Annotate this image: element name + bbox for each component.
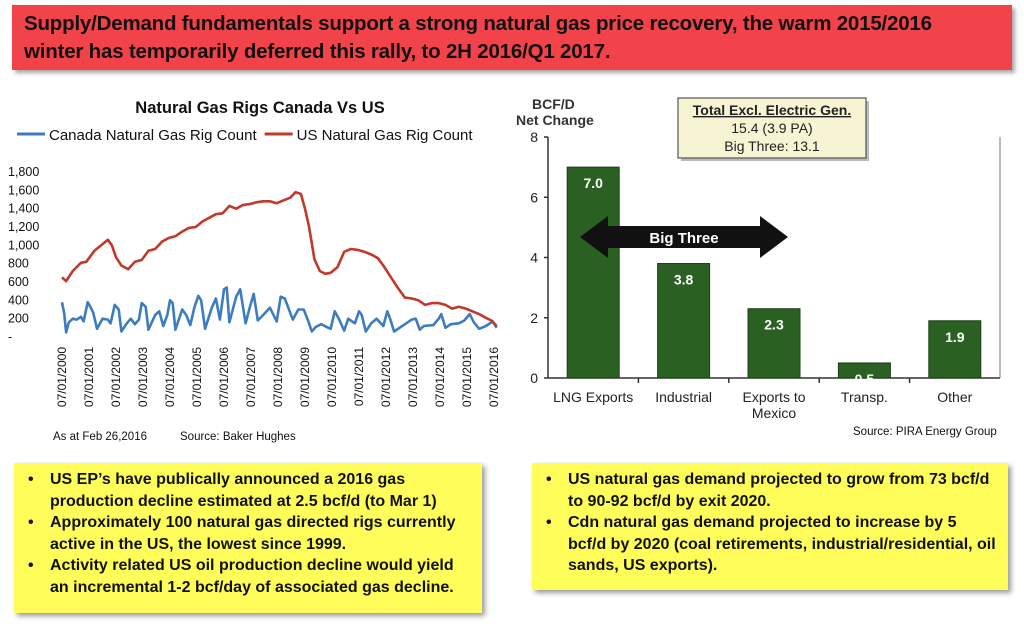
y-tick-label: 0 (530, 370, 538, 386)
note-bullet: Activity related US oil production decli… (24, 555, 472, 598)
y-tick-label: 400 (8, 293, 29, 307)
bar-value-label: 3.8 (674, 272, 694, 288)
x-category-label: Other (937, 389, 972, 405)
canada-series-line (60, 286, 498, 334)
note-bullet: US EP’s have publically announced a 2016… (24, 469, 472, 512)
y-tick-label: 600 (8, 275, 29, 289)
x-category-label: Mexico (752, 405, 797, 421)
bar (747, 308, 801, 379)
y-axis-label: Net Change (516, 112, 594, 128)
note-bullet: US natural gas demand projected to grow … (542, 469, 998, 512)
x-category-label: Exports to (742, 389, 805, 405)
y-tick-label: 2 (530, 310, 538, 326)
callout-text: 15.4 (3.9 PA) (731, 120, 812, 136)
y-axis-label: BCF/D (532, 96, 575, 112)
x-tick-label: 07/01/2006 (217, 347, 231, 407)
left-chart-source: Source: Baker Hughes (180, 431, 296, 443)
y-tick-label: 8 (530, 129, 538, 145)
x-tick-label: 07/01/2007 (244, 347, 258, 407)
legend-label: US Natural Gas Rig Count (297, 127, 474, 144)
bar (928, 320, 982, 379)
bar-value-label: 7.0 (583, 175, 603, 191)
legend-label: Canada Natural Gas Rig Count (49, 127, 257, 144)
bar-value-label: 0.5 (855, 371, 875, 387)
right-chart-source: Source: PIRA Energy Group (853, 426, 997, 438)
callout-text: Big Three: 13.1 (724, 138, 820, 154)
x-tick-label: 07/01/2012 (379, 347, 393, 407)
x-tick-label: 07/01/2004 (163, 347, 177, 407)
y-tick-label: 1,800 (8, 165, 39, 179)
x-category-label: Industrial (655, 389, 712, 405)
as-at-date: As at Feb 26,2016 (53, 431, 147, 443)
us-series-line (61, 190, 498, 327)
y-tick-label: 1,200 (8, 220, 39, 234)
y-tick-label: - (8, 330, 12, 344)
bar (837, 362, 891, 379)
x-tick-label: 07/01/2013 (406, 347, 420, 407)
bar-value-label: 1.9 (945, 329, 965, 345)
x-tick-label: 07/01/2009 (298, 347, 312, 407)
headline-banner: Supply/Demand fundamentals support a str… (12, 5, 1012, 70)
callout-box (677, 97, 867, 159)
demand-facts-note: US natural gas demand projected to grow … (532, 463, 1008, 590)
y-tick-label: 800 (8, 257, 29, 271)
rig-facts-note: US EP’s have publically announced a 2016… (14, 463, 482, 613)
arrow-label: Big Three (649, 230, 718, 247)
y-tick-label: 1,600 (8, 183, 39, 197)
x-tick-label: 07/01/2000 (55, 347, 69, 407)
x-category-label: Transp. (841, 389, 888, 405)
y-tick-label: 6 (530, 189, 538, 205)
big-three-arrow (580, 216, 788, 258)
rig-count-line-chart: Natural Gas Rigs Canada Vs US Canada Natu… (8, 99, 501, 407)
x-tick-label: 07/01/2008 (271, 347, 285, 407)
note-bullet: Approximately 100 natural gas directed r… (24, 512, 472, 555)
y-tick-label: 1,400 (8, 202, 39, 216)
note-bullet: Cdn natural gas demand projected to incr… (542, 512, 998, 577)
x-tick-label: 07/01/2011 (352, 347, 366, 406)
headline-text: Supply/Demand fundamentals support a str… (24, 12, 932, 63)
x-tick-label: 07/01/2001 (82, 347, 96, 407)
y-tick-label: 200 (8, 312, 29, 326)
bar-value-label: 2.3 (764, 317, 784, 333)
chart-title: Natural Gas Rigs Canada Vs US (135, 99, 384, 117)
x-tick-label: 07/01/2003 (136, 347, 150, 407)
y-tick-label: 1,000 (8, 238, 39, 252)
x-tick-label: 07/01/2015 (460, 347, 474, 407)
bar (657, 263, 711, 379)
x-tick-label: 07/01/2010 (325, 347, 339, 407)
x-tick-label: 07/01/2016 (487, 347, 501, 407)
callout-text: Total Excl. Electric Gen. (693, 102, 851, 118)
x-tick-label: 07/01/2005 (190, 347, 204, 407)
x-category-label: LNG Exports (553, 389, 633, 405)
bar (566, 166, 620, 379)
x-tick-label: 07/01/2014 (433, 347, 447, 407)
x-tick-label: 07/01/2002 (109, 347, 123, 407)
y-tick-label: 4 (530, 250, 538, 266)
